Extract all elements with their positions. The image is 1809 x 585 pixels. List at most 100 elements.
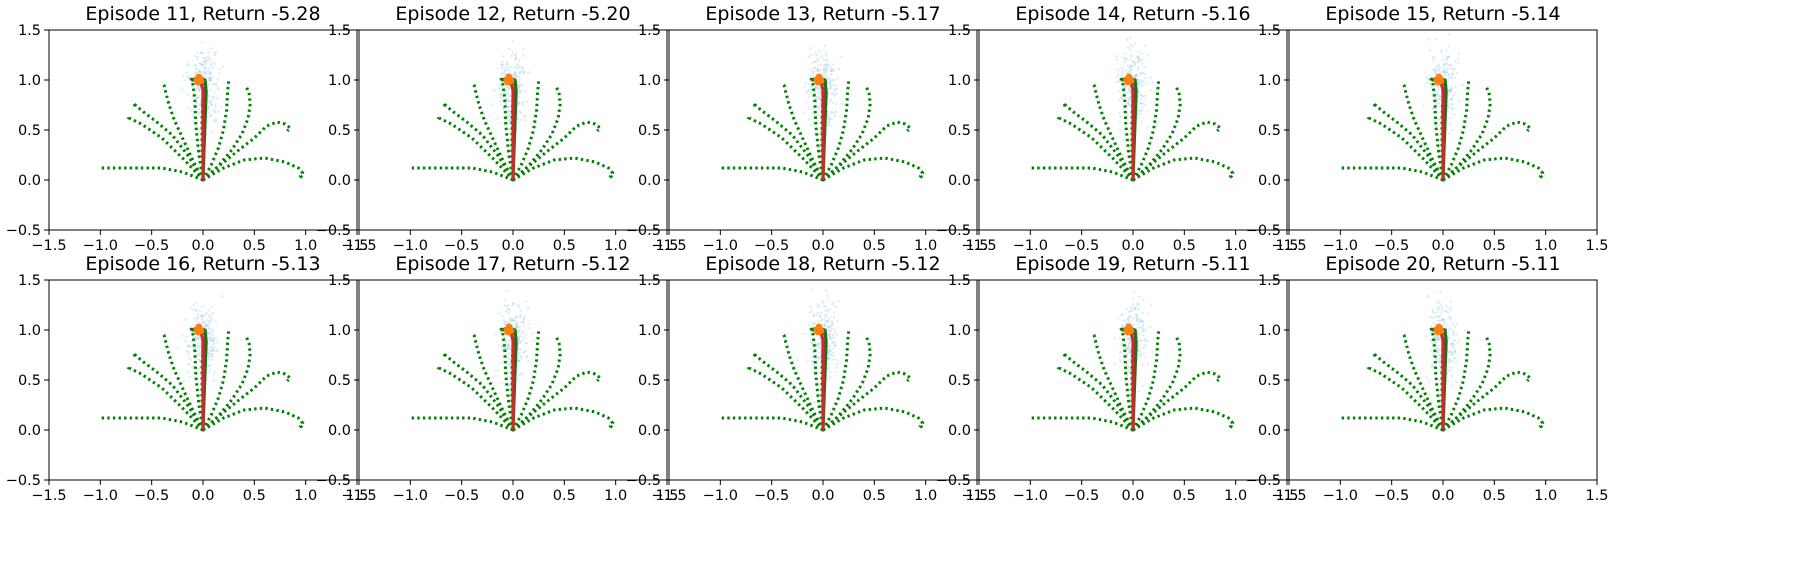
sample-point (815, 86, 818, 89)
sample-point (1425, 76, 1428, 79)
sample-point (834, 88, 838, 91)
sample-point (820, 54, 824, 58)
sample-point (213, 337, 216, 340)
sample-point (1133, 63, 1137, 66)
sample-point (507, 104, 510, 108)
sample-point (840, 56, 843, 59)
sample-point (1446, 336, 1450, 340)
sample-point (814, 51, 817, 54)
y-tick-label: 0.5 (638, 373, 661, 389)
sample-point (518, 348, 522, 351)
sample-point (523, 70, 526, 73)
sample-point (212, 379, 216, 383)
sample-point (1128, 350, 1132, 353)
sample-point (1135, 316, 1138, 320)
y-tick-label: 1.5 (18, 23, 41, 39)
sample-point (1435, 339, 1438, 342)
sample-point (834, 305, 837, 309)
sample-point (506, 344, 509, 347)
sample-point (1447, 350, 1451, 353)
sample-point (1116, 316, 1120, 320)
sample-point (828, 362, 831, 366)
x-tick-label: 0.0 (1431, 238, 1454, 254)
sample-point (519, 71, 523, 74)
sample-point (1444, 71, 1447, 75)
x-tick-label: 1.0 (1534, 238, 1557, 254)
sample-point (1136, 318, 1139, 321)
sample-point (192, 119, 195, 123)
sample-point (197, 127, 200, 130)
sample-point (210, 352, 213, 356)
sample-point (205, 62, 208, 66)
y-tick-label: 0.0 (1258, 423, 1281, 439)
sample-point (515, 62, 519, 66)
sample-point (1138, 348, 1142, 352)
sample-point (818, 356, 821, 359)
sample-point (214, 319, 218, 323)
trajectory-dotted-3 (499, 77, 515, 181)
sample-point (834, 110, 838, 114)
sample-point (527, 322, 530, 326)
trajectory-dotted-7 (1442, 370, 1533, 432)
sample-point (1454, 350, 1457, 354)
sample-point (196, 110, 199, 113)
x-tick-label: 1.5 (965, 488, 988, 504)
sample-point (187, 344, 190, 347)
sample-point (1453, 356, 1456, 360)
sample-point (504, 346, 507, 349)
sample-point (1435, 346, 1438, 349)
sample-point (521, 104, 525, 107)
sample-point (503, 120, 507, 123)
sample-point (827, 326, 830, 329)
y-tick-label: 1.5 (328, 23, 351, 39)
sample-point (198, 346, 202, 349)
sample-point (823, 323, 827, 327)
sample-point (197, 367, 201, 370)
sample-point (201, 72, 204, 75)
y-tick-label: 0.0 (948, 173, 971, 189)
sample-point (1124, 57, 1127, 61)
sample-point (205, 59, 208, 62)
subplot-episode-13: −1.5 −1.0 −0.5 0.0 0.5 1.0 1.5−0.50.00.51.01.5… (626, 3, 989, 254)
sample-point (222, 65, 225, 68)
sample-point (1125, 363, 1129, 366)
sample-point (1132, 307, 1136, 310)
sample-point (507, 303, 510, 307)
sample-point (822, 323, 826, 326)
sample-point (1141, 94, 1144, 98)
sample-point (1453, 349, 1457, 353)
x-tick-label: 0.0 (191, 238, 214, 254)
sample-point (1125, 91, 1129, 94)
sample-point (503, 299, 507, 302)
sample-point (192, 303, 196, 306)
sample-point (192, 138, 196, 141)
x-tick-label: 0.5 (863, 238, 886, 254)
sample-point (1137, 81, 1140, 84)
y-tick-label: 1.0 (638, 323, 661, 339)
sample-point (201, 313, 205, 317)
sample-point (1127, 102, 1130, 105)
sample-point (818, 98, 822, 101)
sample-point (1455, 380, 1458, 384)
y-tick-label: −0.5 (626, 223, 661, 239)
sample-point (1438, 354, 1442, 357)
sample-point (1138, 57, 1141, 61)
sample-point (1445, 55, 1449, 59)
subplot-episode-15: −1.5 −1.0 −0.5 0.0 0.5 1.0 1.5−0.50.00.51.01.5… (1246, 3, 1609, 254)
sample-point (208, 79, 212, 82)
sample-point (517, 100, 521, 104)
sample-point (212, 336, 215, 340)
sample-point (831, 358, 834, 361)
sample-point (1451, 360, 1455, 363)
sample-point (517, 102, 520, 105)
sample-point (1144, 343, 1148, 347)
sample-point (1113, 362, 1116, 365)
sample-point (1123, 108, 1126, 111)
x-tick-label: −1.0 (1013, 488, 1048, 504)
y-tick-label: 0.0 (638, 423, 661, 439)
sample-point (1141, 363, 1145, 366)
sample-point (810, 85, 813, 89)
sample-point (834, 344, 837, 347)
sample-point (1454, 92, 1457, 95)
